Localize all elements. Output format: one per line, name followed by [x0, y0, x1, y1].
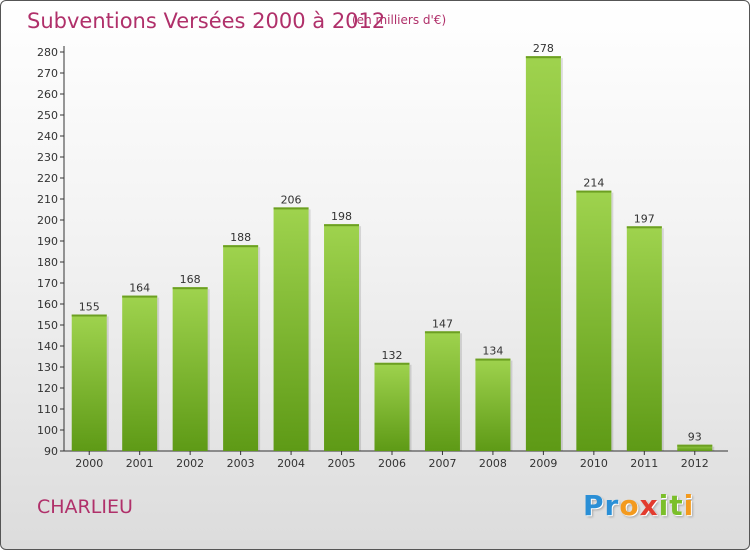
- data-label: 198: [331, 210, 352, 223]
- y-tick-label: 170: [37, 277, 58, 290]
- bar: [475, 358, 511, 451]
- data-label: 164: [129, 282, 150, 295]
- x-tick-label: 2010: [580, 457, 608, 470]
- y-tick-label: 110: [37, 403, 58, 416]
- x-tick-label: 2001: [126, 457, 154, 470]
- proxiti-logo: Proxiti: [583, 489, 694, 522]
- y-tick-label: 230: [37, 151, 58, 164]
- bar: [223, 245, 259, 451]
- y-tick-label: 130: [37, 361, 58, 374]
- logo-letter: r: [604, 489, 620, 522]
- bar: [374, 362, 410, 451]
- bar-top-edge: [71, 314, 107, 317]
- data-label: 197: [634, 212, 655, 225]
- chart-title: Subventions Versées 2000 à 2012: [27, 9, 386, 33]
- x-tick-label: 2005: [328, 457, 356, 470]
- bar: [324, 224, 360, 451]
- bar-top-edge: [172, 287, 208, 290]
- bar-top-edge: [475, 358, 511, 361]
- bar: [71, 314, 107, 451]
- x-tick-label: 2003: [227, 457, 255, 470]
- x-tick-label: 2006: [378, 457, 406, 470]
- y-tick-label: 100: [37, 424, 58, 437]
- place-name: CHARLIEU: [37, 496, 133, 518]
- bar: [122, 295, 158, 451]
- x-tick-label: 2000: [75, 457, 103, 470]
- y-tick-label: 160: [37, 298, 58, 311]
- y-tick-label: 210: [37, 193, 58, 206]
- bar: [172, 287, 208, 451]
- logo-letter: x: [639, 489, 659, 522]
- y-tick-label: 250: [37, 109, 58, 122]
- data-label: 134: [482, 345, 503, 358]
- logo-letter: i: [658, 489, 670, 522]
- logo-letter: o: [619, 489, 640, 522]
- x-tick-label: 2007: [428, 457, 456, 470]
- y-tick-label: 180: [37, 256, 58, 269]
- bar-top-edge: [677, 444, 713, 447]
- y-tick-label: 90: [44, 445, 58, 458]
- data-label: 168: [180, 273, 201, 286]
- bar: [273, 207, 309, 451]
- bar-top-edge: [424, 331, 460, 334]
- bar-top-edge: [374, 362, 410, 365]
- x-tick-label: 2012: [681, 457, 709, 470]
- bar: [677, 444, 713, 451]
- bar-top-edge: [525, 56, 561, 59]
- y-tick-label: 150: [37, 319, 58, 332]
- data-label: 188: [230, 231, 251, 244]
- logo-letter: P: [583, 489, 605, 522]
- bar-top-edge: [324, 224, 360, 227]
- x-tick-label: 2002: [176, 457, 204, 470]
- data-label: 147: [432, 317, 453, 330]
- y-tick-label: 240: [37, 130, 58, 143]
- y-tick-label: 120: [37, 382, 58, 395]
- data-label: 93: [688, 431, 702, 444]
- logo-letter: i: [683, 489, 695, 522]
- chart-subtitle: (en milliers d'€): [352, 13, 447, 27]
- bar: [525, 56, 561, 451]
- y-tick-label: 200: [37, 214, 58, 227]
- x-tick-label: 2011: [630, 457, 658, 470]
- bar: [626, 226, 662, 451]
- bar: [576, 190, 612, 451]
- bar-top-edge: [223, 245, 259, 248]
- y-tick-label: 190: [37, 235, 58, 248]
- data-label: 214: [583, 177, 604, 190]
- bar-top-edge: [122, 295, 158, 298]
- logo-letter: t: [669, 489, 684, 522]
- y-tick-label: 280: [37, 46, 58, 59]
- y-tick-label: 270: [37, 67, 58, 80]
- bar-top-edge: [626, 226, 662, 229]
- bar-top-edge: [273, 207, 309, 210]
- x-tick-label: 2004: [277, 457, 305, 470]
- data-label: 278: [533, 42, 554, 55]
- bar: [424, 331, 460, 451]
- data-label: 155: [79, 301, 100, 314]
- x-tick-label: 2009: [529, 457, 557, 470]
- data-label: 132: [382, 349, 403, 362]
- bar-top-edge: [576, 190, 612, 193]
- y-tick-label: 260: [37, 88, 58, 101]
- data-label: 206: [281, 193, 302, 206]
- y-tick-label: 220: [37, 172, 58, 185]
- y-tick-label: 140: [37, 340, 58, 353]
- x-tick-label: 2008: [479, 457, 507, 470]
